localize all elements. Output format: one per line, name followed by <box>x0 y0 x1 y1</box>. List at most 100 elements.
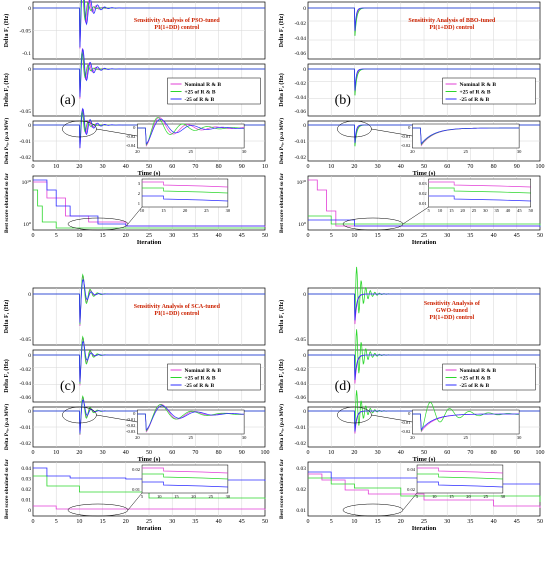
iteration-tick-label: 10 <box>76 233 82 239</box>
iteration-tick-label: 50 <box>262 519 268 525</box>
iteration-tick-label: 20 <box>398 519 404 525</box>
panel-label: (c) <box>60 379 76 394</box>
time-tick-label: 70 <box>192 164 198 170</box>
conv-inset-y-tick: 3 <box>138 181 141 186</box>
time-tick-label: 40 <box>123 164 129 170</box>
legend-box <box>442 77 536 105</box>
zoom-arrow <box>371 414 413 423</box>
iteration-tick-label: 30 <box>444 233 450 239</box>
iteration-tick-label: 40 <box>491 519 497 525</box>
conv-inset-y-tick: 0.01 <box>419 201 427 206</box>
inset-series-minus25 <box>137 118 245 145</box>
time-axis-label: Time (s) <box>138 170 161 177</box>
time-axis-label: Time (s) <box>138 456 161 463</box>
inset-y-tick: -0.01 <box>401 420 410 425</box>
time-tick-label: 0 <box>307 450 310 456</box>
time-tick-label: 20 <box>76 450 82 456</box>
conv-series-plus25 <box>308 477 541 502</box>
conv-y-tick: 0.01 <box>296 508 306 514</box>
ptie-y-tick: -0.01 <box>295 139 307 145</box>
time-tick-label: 50 <box>421 450 427 456</box>
iteration-tick-label: 0 <box>32 233 35 239</box>
conv-y-tick: 0.02 <box>21 487 31 493</box>
df1-y-tick: -0.02 <box>295 21 307 27</box>
df2-y-tick: 0 <box>28 67 31 73</box>
iteration-axis-label: Iteration <box>412 239 437 246</box>
legend-entry: +25 of R & B <box>185 376 216 382</box>
conv-y-tick: 0.03 <box>296 466 306 472</box>
inset-y-tick: 0 <box>133 125 136 130</box>
df2-series-minus25 <box>308 68 540 91</box>
df1-y-tick: 0 <box>28 292 31 298</box>
conv-inset-frame <box>428 178 531 208</box>
inset-y-tick: 0 <box>408 125 411 130</box>
df2-y-tick: -0.02 <box>20 367 32 373</box>
zoom-arrow <box>371 128 413 137</box>
legend-entry: -25 of R & B <box>460 97 490 103</box>
zoom-arrow <box>96 414 138 423</box>
df2-y-tick: -0.02 <box>295 81 307 87</box>
conv-inset-x-tick: 10 <box>432 494 437 499</box>
ptie-y-tick: 0 <box>303 123 306 129</box>
axis-label: Delta F₁ (Hz) <box>3 14 10 47</box>
panel-title: PI(1+DD) control <box>154 24 199 31</box>
conv-inset-frame <box>141 464 229 494</box>
time-tick-label: 0 <box>32 450 35 456</box>
conv-y-tick: 0.01 <box>21 498 31 504</box>
inset-x-tick: 30 <box>517 435 522 440</box>
df1-y-tick: 0 <box>303 6 306 12</box>
zoom-arrow <box>127 492 143 511</box>
conv-inset-x-tick: 5 <box>416 494 419 499</box>
iteration-tick-label: 45 <box>514 233 520 239</box>
panel-title: Sensitivity Analysis of PSO-tuned <box>134 18 221 24</box>
legend-entry: Nominal R & B <box>460 368 497 374</box>
df1-series-minus25 <box>308 293 540 321</box>
time-tick-label: 30 <box>100 450 106 456</box>
axis-label: Delta Pₜᵢₑ (p.u MW) <box>278 118 285 164</box>
conv-inset-x-tick: 40 <box>506 208 511 213</box>
time-tick-label: 100 <box>261 450 270 456</box>
iteration-tick-label: 5 <box>55 233 58 239</box>
time-tick-label: 60 <box>169 164 175 170</box>
legend-box <box>167 363 261 391</box>
inset-x-tick: 30 <box>242 149 247 154</box>
time-tick-label: 80 <box>216 164 222 170</box>
time-tick-label: 0 <box>32 164 35 170</box>
ptie-y-tick: -0.01 <box>20 425 32 431</box>
time-tick-label: 100 <box>536 450 545 456</box>
conv-y-tick: 0.02 <box>296 487 306 493</box>
conv-series-minus25 <box>308 219 541 227</box>
conv-inset-frame <box>141 178 229 208</box>
axis-label: Delta F₂ (Hz) <box>3 73 10 106</box>
axis-label: Delta F₁ (Hz) <box>3 300 10 333</box>
conv-series-plus25 <box>33 189 265 229</box>
iteration-axis-label: Iteration <box>412 525 437 532</box>
zoom-arrow <box>402 206 429 225</box>
time-tick-label: 0 <box>307 164 310 170</box>
conv-inset-y-tick: 2 <box>138 191 140 196</box>
inset-y-tick: -0.01 <box>401 134 410 139</box>
time-tick-label: 60 <box>444 164 450 170</box>
iteration-tick-label: 15 <box>100 519 106 525</box>
time-tick-label: 70 <box>467 164 473 170</box>
time-tick-label: 40 <box>398 164 404 170</box>
conv-inset-x-tick: 10 <box>140 208 145 213</box>
iteration-tick-label: 40 <box>491 233 497 239</box>
ptie-inset-frame <box>412 409 520 435</box>
axis-label: Delta F₁ (Hz) <box>278 300 285 333</box>
iteration-tick-label: 50 <box>262 233 268 239</box>
time-tick-label: 90 <box>239 164 245 170</box>
legend-entry: +25 of R & B <box>185 90 216 96</box>
conv-inset-series-plus25 <box>417 473 503 480</box>
inset-series-minus25 <box>137 405 245 431</box>
panel-title: Sensitivity Analysis of BBO-tuned <box>408 18 496 24</box>
iteration-tick-label: 35 <box>192 519 198 525</box>
df1-series-minus25 <box>33 0 265 48</box>
legend-entry: -25 of R & B <box>460 383 490 389</box>
conv-inset-x-tick: 30 <box>226 494 231 499</box>
iteration-tick-label: 25 <box>421 233 427 239</box>
df2-axes-c: 0 -0.02 -0.04 -0.06 (c) Nominal R & B +25 of R… <box>20 335 266 403</box>
conv-inset-x-tick: 50 <box>528 208 533 213</box>
df2-y-tick: -0.04 <box>295 95 307 101</box>
